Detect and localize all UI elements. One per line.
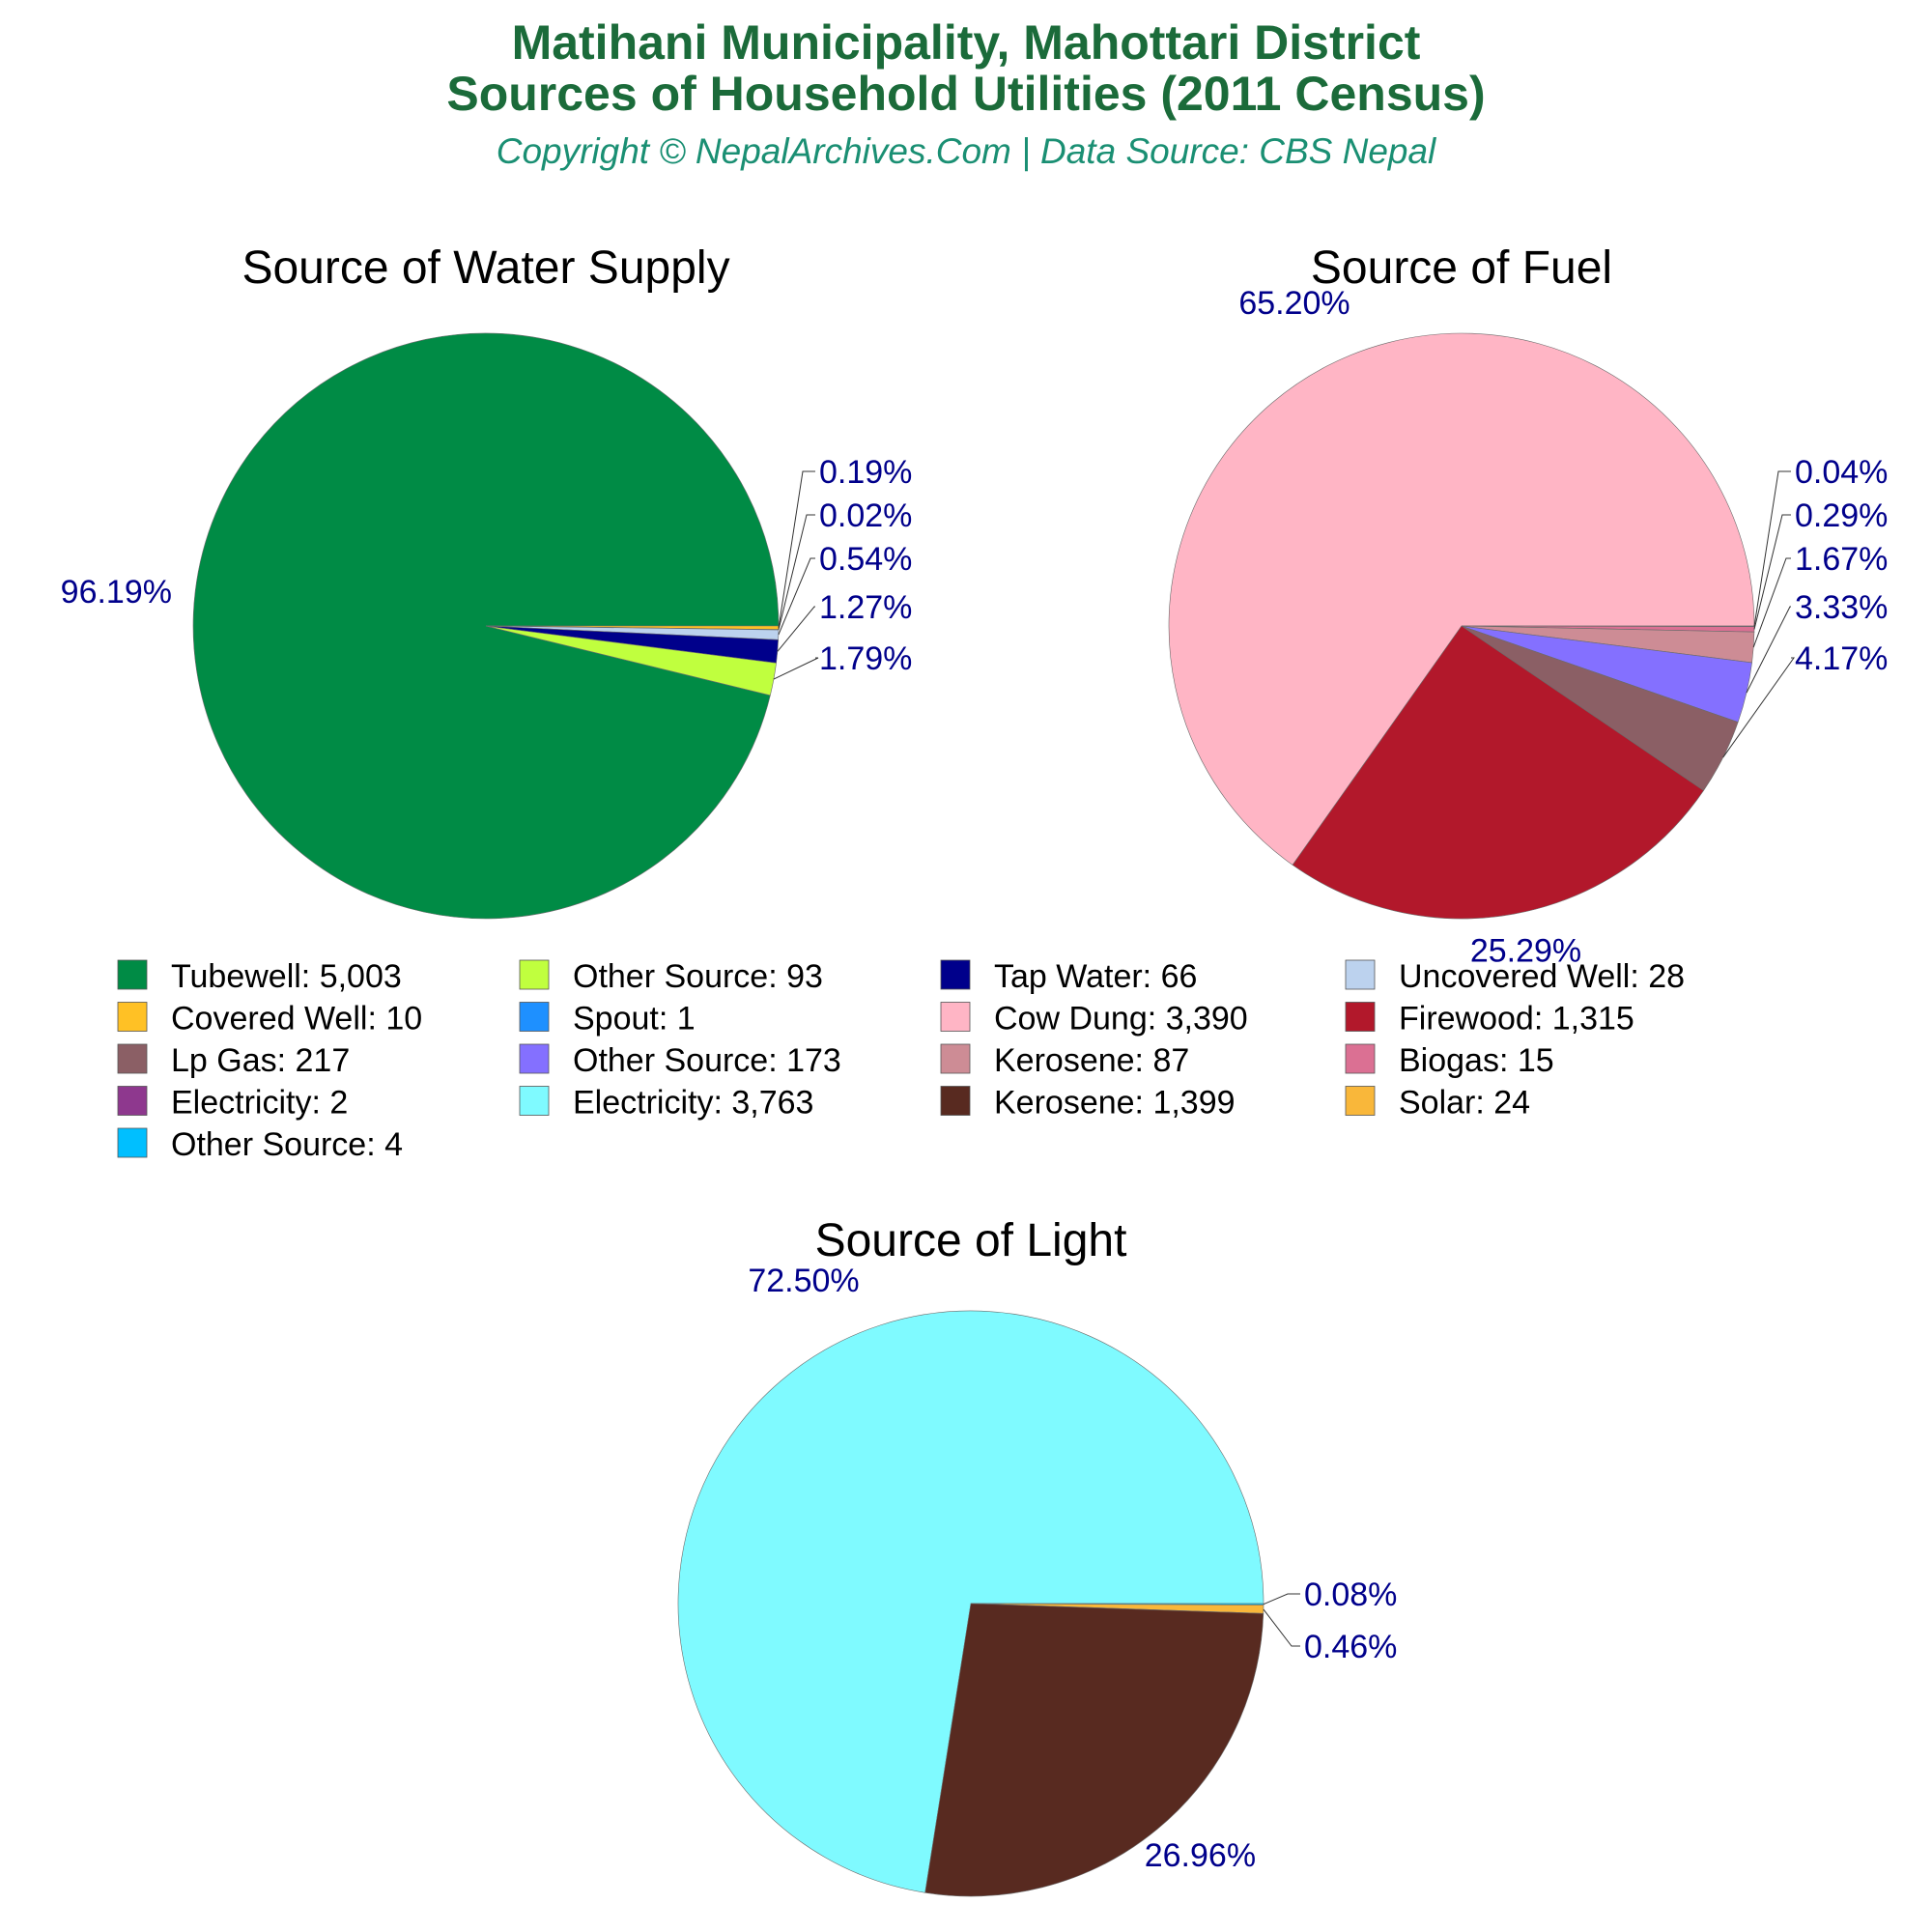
legend-label: Kerosene: 1,399 bbox=[994, 1085, 1236, 1122]
main-title-line-1: Matihani Municipality, Mahottari Distric… bbox=[511, 15, 1421, 70]
pie-slice-electricity bbox=[677, 1310, 1264, 1893]
legend-label: Tubewell: 5,003 bbox=[171, 958, 402, 995]
legend-swatch bbox=[117, 959, 148, 990]
legend-swatch bbox=[940, 959, 971, 990]
slice-label-biogas: 0.29% bbox=[1795, 497, 1888, 534]
chart-title-water-supply: Source of Water Supply bbox=[242, 242, 729, 294]
leader-line-electricity bbox=[1753, 470, 1791, 627]
legend-item-kerosene-87: Kerosene: 87 bbox=[940, 1042, 1189, 1079]
leader-line-lp-gas bbox=[1722, 657, 1795, 758]
legend-label: Covered Well: 10 bbox=[171, 1001, 422, 1037]
legend-swatch bbox=[117, 1086, 148, 1116]
legend-item-tubewell-5-003: Tubewell: 5,003 bbox=[117, 958, 402, 995]
legend-item-kerosene-1-399: Kerosene: 1,399 bbox=[940, 1085, 1236, 1122]
legend-swatch bbox=[117, 1043, 148, 1074]
legend-label: Lp Gas: 217 bbox=[171, 1042, 350, 1079]
legend-label: Spout: 1 bbox=[573, 1001, 696, 1037]
legend-swatch bbox=[1345, 959, 1376, 990]
legend-label: Uncovered Well: 28 bbox=[1399, 958, 1685, 995]
legend-item-other-source-173: Other Source: 173 bbox=[519, 1042, 841, 1079]
legend-swatch bbox=[940, 1086, 971, 1116]
legend-swatch bbox=[940, 1002, 971, 1032]
slice-label-solar: 0.46% bbox=[1304, 1629, 1397, 1665]
main-title-line-2: Sources of Household Utilities (2011 Cen… bbox=[446, 67, 1486, 121]
pie-slice-cow-dung bbox=[1168, 332, 1755, 866]
legend-swatch bbox=[117, 1002, 148, 1032]
leader-line-covered-well bbox=[778, 470, 815, 628]
slice-label-electricity: 0.04% bbox=[1795, 454, 1888, 491]
slice-label-other-source: 3.33% bbox=[1795, 589, 1888, 626]
legend: Tubewell: 5,003 Other Source: 93 Tap Water… bbox=[117, 958, 1685, 1163]
legend-label: Biogas: 15 bbox=[1399, 1042, 1554, 1079]
leader-line-uncovered-well bbox=[778, 557, 815, 636]
pie-chart-water-supply: Source of Water Supply 96.19% 0.19% 0.02% 0… bbox=[61, 242, 912, 920]
legend-item-electricity-3-763: Electricity: 3,763 bbox=[519, 1085, 813, 1122]
legend-label: Electricity: 3,763 bbox=[573, 1085, 813, 1122]
legend-swatch bbox=[940, 1043, 971, 1074]
subtitle: Copyright © NepalArchives.Com | Data Sou… bbox=[496, 131, 1436, 171]
pie-chart-light: Source of Light 72.50% 0.08% 0.46% 26.96% bbox=[677, 1215, 1397, 1897]
legend-item-electricity-2: Electricity: 2 bbox=[117, 1085, 348, 1122]
legend-swatch bbox=[117, 1127, 148, 1158]
slice-label-cow-dung: 65.20% bbox=[1238, 285, 1350, 322]
legend-item-lp-gas-217: Lp Gas: 217 bbox=[117, 1042, 350, 1079]
legend-swatch bbox=[1345, 1002, 1376, 1032]
slice-label-spout: 0.02% bbox=[819, 497, 912, 534]
legend-item-spout-1: Spout: 1 bbox=[519, 1001, 696, 1037]
legend-swatch bbox=[519, 959, 550, 990]
legend-item-other-source-93: Other Source: 93 bbox=[519, 958, 823, 995]
slice-label-covered-well: 0.19% bbox=[819, 454, 912, 491]
legend-label: Kerosene: 87 bbox=[994, 1042, 1189, 1079]
legend-swatch bbox=[1345, 1086, 1376, 1116]
legend-label: Other Source: 93 bbox=[573, 958, 823, 995]
leader-line-other-source bbox=[773, 657, 819, 680]
legend-swatch bbox=[519, 1002, 550, 1032]
slice-label-firewood: 25.29% bbox=[1470, 932, 1581, 969]
chart-title-light: Source of Light bbox=[815, 1215, 1127, 1266]
legend-item-biogas-15: Biogas: 15 bbox=[1345, 1042, 1554, 1079]
slice-label-tubewell: 96.19% bbox=[61, 574, 172, 611]
slice-label-electricity: 72.50% bbox=[748, 1263, 859, 1299]
legend-item-firewood-1-315: Firewood: 1,315 bbox=[1345, 1001, 1634, 1037]
legend-label: Other Source: 173 bbox=[573, 1042, 841, 1079]
leader-line-tap-water bbox=[777, 606, 815, 652]
legend-swatch bbox=[1345, 1043, 1376, 1074]
slice-label-kerosene: 1.67% bbox=[1795, 541, 1888, 578]
slice-label-lp-gas: 4.17% bbox=[1795, 640, 1888, 677]
legend-item-solar-24: Solar: 24 bbox=[1345, 1085, 1530, 1122]
leader-line-other-source bbox=[1263, 1593, 1300, 1605]
slice-label-uncovered-well: 0.54% bbox=[819, 541, 912, 578]
pie-chart-fuel: Source of Fuel 65.20% 0.04% 0.29% 1.67% 3.33… bbox=[1168, 242, 1888, 969]
legend-label: Tap Water: 66 bbox=[994, 958, 1197, 995]
leader-line-kerosene bbox=[1752, 557, 1791, 648]
slice-label-tap-water: 1.27% bbox=[819, 589, 912, 626]
legend-item-uncovered-well-28: Uncovered Well: 28 bbox=[1345, 958, 1685, 995]
legend-swatch bbox=[519, 1086, 550, 1116]
legend-label: Cow Dung: 3,390 bbox=[994, 1001, 1248, 1037]
slice-label-other-source: 0.08% bbox=[1304, 1577, 1397, 1613]
legend-label: Solar: 24 bbox=[1399, 1085, 1530, 1122]
legend-item-covered-well-10: Covered Well: 10 bbox=[117, 1001, 422, 1037]
chart-title-fuel: Source of Fuel bbox=[1311, 242, 1612, 294]
legend-label: Other Source: 4 bbox=[171, 1126, 403, 1163]
leader-line-spout bbox=[778, 514, 815, 630]
slice-label-other-source: 1.79% bbox=[819, 640, 912, 677]
legend-label: Electricity: 2 bbox=[171, 1085, 348, 1122]
slice-label-kerosene: 26.96% bbox=[1145, 1837, 1256, 1874]
legend-item-tap-water-66: Tap Water: 66 bbox=[940, 958, 1197, 995]
legend-swatch bbox=[519, 1043, 550, 1074]
leader-line-solar bbox=[1263, 1608, 1300, 1647]
legend-item-cow-dung-3-390: Cow Dung: 3,390 bbox=[940, 1001, 1248, 1037]
legend-label: Firewood: 1,315 bbox=[1399, 1001, 1634, 1037]
leader-line-other-source bbox=[1746, 606, 1791, 694]
legend-item-other-source-4: Other Source: 4 bbox=[117, 1126, 403, 1163]
pie-slice-firewood bbox=[1292, 625, 1705, 920]
pie-slice-kerosene bbox=[924, 1603, 1264, 1897]
leader-line-biogas bbox=[1753, 514, 1791, 630]
